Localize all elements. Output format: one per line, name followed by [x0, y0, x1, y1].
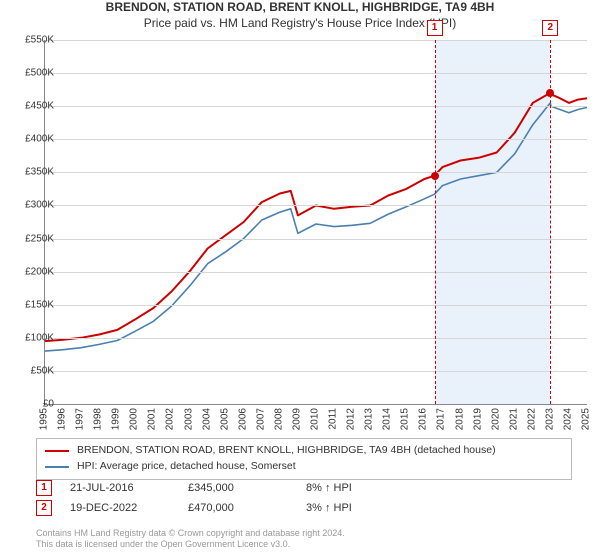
y-axis-label: £200K: [12, 266, 54, 277]
x-axis-label: 2019: [472, 408, 483, 430]
sale-row: 1 21-JUL-2016 £345,000 8% ↑ HPI: [36, 480, 576, 496]
gridline: [45, 40, 587, 41]
x-axis-label: 2002: [165, 408, 176, 430]
x-axis-label: 2016: [418, 408, 429, 430]
sale-rows: 1 21-JUL-2016 £345,000 8% ↑ HPI 2 19-DEC-2022…: [36, 480, 576, 520]
x-axis-label: 2010: [310, 408, 321, 430]
footer-line2: This data is licensed under the Open Gov…: [36, 539, 576, 550]
x-axis-label: 2012: [346, 408, 357, 430]
x-axis-label: 2005: [219, 408, 230, 430]
x-axis-label: 1998: [93, 408, 104, 430]
gridline: [45, 305, 587, 306]
x-axis-label: 2004: [201, 408, 212, 430]
x-axis-label: 2008: [273, 408, 284, 430]
x-axis-label: 2017: [436, 408, 447, 430]
x-axis-label: 2003: [183, 408, 194, 430]
gridline: [45, 205, 587, 206]
y-axis-label: £50K: [12, 365, 54, 376]
sale-delta: 8% ↑ HPI: [306, 482, 406, 494]
x-axis-label: 1996: [57, 408, 68, 430]
x-axis-label: 2011: [328, 408, 339, 430]
sale-price: £345,000: [188, 482, 288, 494]
chart-subtitle: Price paid vs. HM Land Registry's House …: [0, 16, 600, 30]
gridline: [45, 272, 587, 273]
x-axis-label: 2014: [382, 408, 393, 430]
footer: Contains HM Land Registry data © Crown c…: [36, 528, 576, 551]
legend-swatch: [45, 450, 69, 452]
x-axis-label: 2020: [490, 408, 501, 430]
marker-box: 1: [427, 20, 443, 36]
x-axis-label: 2018: [454, 408, 465, 430]
legend-swatch: [45, 466, 69, 468]
y-axis-label: £450K: [12, 101, 54, 112]
gridline: [45, 371, 587, 372]
x-axis-label: 1995: [39, 408, 50, 430]
marker-box: 2: [542, 20, 558, 36]
gridline: [45, 139, 587, 140]
y-axis-label: £350K: [12, 167, 54, 178]
x-axis-label: 2021: [508, 408, 519, 430]
legend: BRENDON, STATION ROAD, BRENT KNOLL, HIGH…: [36, 438, 572, 480]
sale-row: 2 19-DEC-2022 £470,000 3% ↑ HPI: [36, 500, 576, 516]
x-axis-label: 2001: [147, 408, 158, 430]
sale-date: 19-DEC-2022: [70, 502, 170, 514]
y-axis-label: £100K: [12, 332, 54, 343]
gridline: [45, 73, 587, 74]
marker-dashline: [435, 40, 436, 404]
x-axis-label: 2022: [526, 408, 537, 430]
y-axis-label: £500K: [12, 68, 54, 79]
sale-marker-box: 1: [36, 480, 52, 496]
marker-dot: [546, 89, 554, 97]
x-axis-label: 2024: [562, 408, 573, 430]
chart-title: BRENDON, STATION ROAD, BRENT KNOLL, HIGH…: [0, 0, 600, 16]
gridline: [45, 239, 587, 240]
x-axis-label: 2007: [255, 408, 266, 430]
x-axis-label: 2023: [544, 408, 555, 430]
gridline: [45, 338, 587, 339]
y-axis-label: £550K: [12, 35, 54, 46]
plot-area: 12: [44, 40, 587, 405]
y-axis-label: £150K: [12, 299, 54, 310]
x-axis-label: 2000: [129, 408, 140, 430]
x-axis-label: 2006: [237, 408, 248, 430]
y-axis-label: £250K: [12, 233, 54, 244]
sale-price: £470,000: [188, 502, 288, 514]
gridline: [45, 106, 587, 107]
x-axis-label: 2013: [364, 408, 375, 430]
legend-label: HPI: Average price, detached house, Some…: [77, 459, 296, 475]
footer-line1: Contains HM Land Registry data © Crown c…: [36, 528, 576, 539]
x-axis-label: 1999: [111, 408, 122, 430]
x-axis-label: 2025: [581, 408, 592, 430]
sale-delta: 3% ↑ HPI: [306, 502, 406, 514]
gridline: [45, 172, 587, 173]
x-axis-label: 2009: [291, 408, 302, 430]
legend-label: BRENDON, STATION ROAD, BRENT KNOLL, HIGH…: [77, 443, 496, 459]
legend-item: HPI: Average price, detached house, Some…: [45, 459, 563, 475]
x-axis-label: 2015: [400, 408, 411, 430]
sale-date: 21-JUL-2016: [70, 482, 170, 494]
marker-dot: [431, 172, 439, 180]
y-axis-label: £400K: [12, 134, 54, 145]
y-axis-label: £300K: [12, 200, 54, 211]
x-axis-label: 1997: [75, 408, 86, 430]
chart-lines: [45, 40, 587, 404]
legend-item: BRENDON, STATION ROAD, BRENT KNOLL, HIGH…: [45, 443, 563, 459]
sale-marker-box: 2: [36, 500, 52, 516]
